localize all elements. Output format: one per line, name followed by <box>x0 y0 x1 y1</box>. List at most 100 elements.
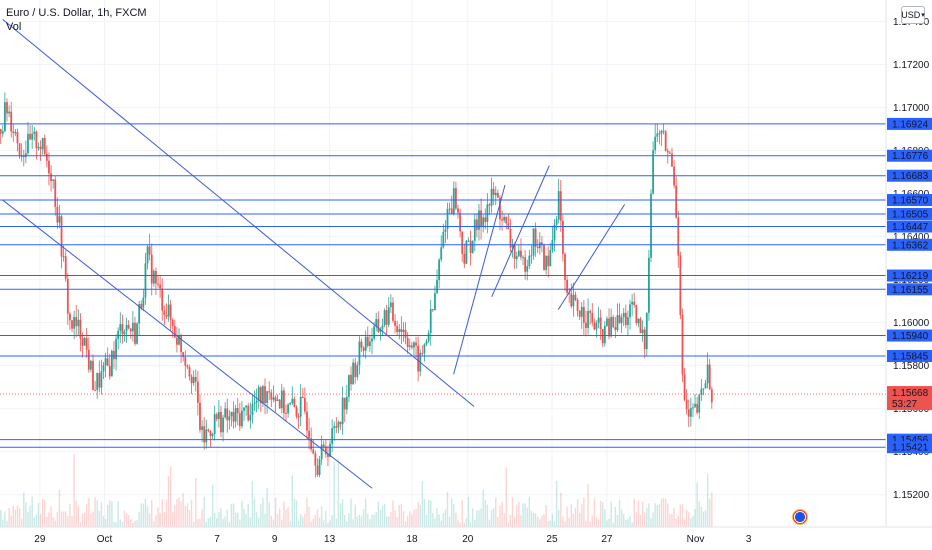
volume-bar <box>633 498 635 527</box>
volume-bar <box>610 501 612 527</box>
trend-line[interactable] <box>557 204 626 311</box>
candle-body <box>16 132 19 144</box>
volume-bar <box>505 467 507 527</box>
volume-bar <box>704 510 707 527</box>
volume-bar <box>673 508 675 527</box>
volume-bar <box>698 501 700 527</box>
volume-bar <box>639 515 642 527</box>
candle-body <box>0 129 2 134</box>
candle-body <box>694 403 696 408</box>
volume-bar <box>20 518 23 527</box>
volume-bar <box>331 515 333 527</box>
candle-body <box>339 421 342 425</box>
candle-body <box>150 254 153 284</box>
candle-body <box>394 320 396 326</box>
trend-line[interactable] <box>2 18 475 407</box>
volume-bar <box>534 513 537 527</box>
currency-button[interactable]: USD ▾ <box>901 6 925 24</box>
candle-body <box>593 322 596 330</box>
volume-bar <box>427 499 430 527</box>
volume-bar <box>352 519 354 527</box>
volume-bar <box>709 498 711 527</box>
candle-body <box>708 364 711 390</box>
events-flag-icon[interactable] <box>792 509 808 525</box>
volume-bar <box>660 498 663 527</box>
volume-bar <box>476 510 478 527</box>
volume-bar <box>509 514 512 527</box>
candle-body <box>387 307 390 325</box>
candle-body <box>318 459 321 475</box>
candle-body <box>35 131 38 149</box>
volume-bar <box>616 514 619 527</box>
candle-body <box>96 373 99 391</box>
trend-line[interactable] <box>491 165 550 298</box>
volume-bar <box>94 497 96 527</box>
volume-bar <box>457 520 459 527</box>
volume-bar <box>406 515 409 527</box>
volume-bar <box>648 503 650 527</box>
volume-bar <box>10 515 12 527</box>
candle-body <box>155 270 157 284</box>
trend-line[interactable] <box>2 199 373 489</box>
candle-body <box>56 206 59 223</box>
volume-bar <box>188 509 191 527</box>
candle-body <box>706 364 709 384</box>
candle-body <box>543 244 545 270</box>
volume-bar <box>205 522 207 527</box>
candle-body <box>159 284 162 289</box>
volume-bar <box>625 519 627 527</box>
volume-bar <box>694 509 696 527</box>
volume-bar <box>151 500 153 527</box>
candle-body <box>341 397 344 425</box>
candle-body <box>247 405 250 421</box>
volume-bar <box>127 515 130 527</box>
candle-body <box>553 224 556 240</box>
volume-bar <box>209 516 212 527</box>
volume-bar <box>25 501 27 527</box>
volume-bar <box>595 517 598 527</box>
volume-bar <box>629 515 631 527</box>
volume-bar <box>644 512 646 527</box>
candle-body <box>213 414 216 435</box>
time-axis-tick: Nov <box>687 534 705 545</box>
volume-bar <box>671 514 673 527</box>
volume-bar <box>104 518 107 527</box>
candle-body <box>635 305 638 324</box>
volume-bar <box>253 498 256 527</box>
candle-body <box>385 310 388 325</box>
volume-bar <box>92 511 94 527</box>
candle-body <box>524 257 527 272</box>
candle-body <box>58 216 61 223</box>
volume-bar <box>562 516 564 527</box>
volume-bar <box>396 517 398 527</box>
volume-bar <box>700 506 703 527</box>
volume-bar <box>329 520 331 527</box>
volume-bar <box>157 507 159 527</box>
volume-bar <box>574 508 577 527</box>
candle-body <box>499 197 501 220</box>
candle-body <box>182 352 185 358</box>
price-scale-tick: 1.17000 <box>893 103 930 114</box>
candle-body <box>8 111 10 114</box>
trend-line[interactable] <box>453 184 506 375</box>
volume-bar <box>516 504 518 527</box>
candle-body <box>87 349 90 370</box>
candle-body <box>549 250 552 267</box>
volume-bar <box>381 505 384 527</box>
volume-bar <box>346 521 348 527</box>
volume-bar <box>706 474 709 527</box>
candle-body <box>289 403 292 405</box>
candle-body <box>66 278 69 314</box>
candle-body <box>639 318 642 334</box>
volume-bar <box>98 510 100 527</box>
chevron-down-icon: ▾ <box>921 12 925 19</box>
candle-body <box>253 402 256 405</box>
level-tag <box>887 238 932 251</box>
candle-body <box>358 341 361 366</box>
candle-body <box>272 397 275 400</box>
candle-body <box>345 396 348 410</box>
candle-body <box>113 350 115 360</box>
candle-body <box>29 133 31 140</box>
